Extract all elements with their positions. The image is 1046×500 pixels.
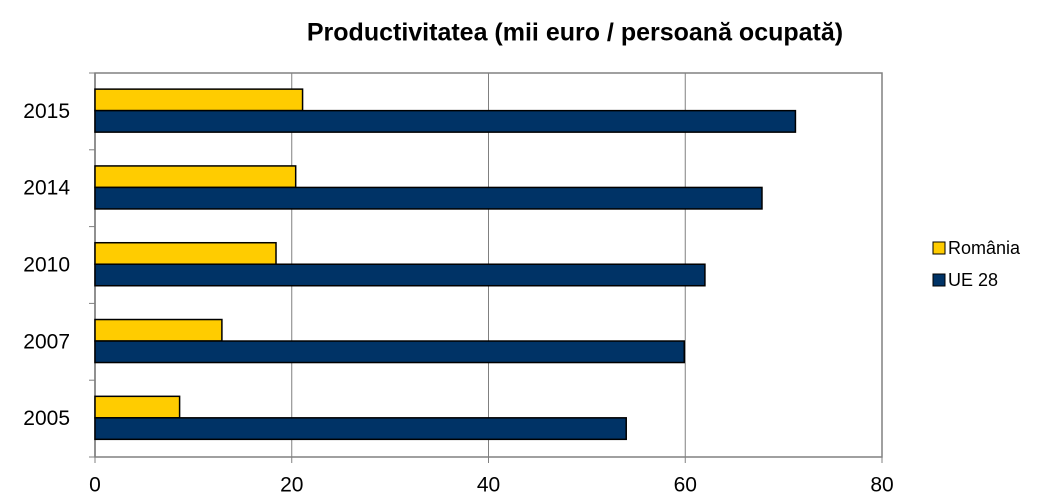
legend-swatch bbox=[932, 273, 946, 287]
y-tick-label: 2005 bbox=[23, 407, 70, 430]
y-tick-label: 2014 bbox=[23, 177, 70, 200]
bar bbox=[94, 318, 223, 342]
x-tick-label: 80 bbox=[870, 474, 893, 497]
legend-label: România bbox=[948, 238, 1021, 258]
x-tick-label: 40 bbox=[477, 474, 500, 497]
bar bbox=[94, 395, 181, 419]
y-tick-label: 2007 bbox=[23, 330, 70, 353]
y-tick-label: 2010 bbox=[23, 254, 70, 277]
bar bbox=[94, 340, 686, 364]
chart-title: Productivitatea (mii euro / persoană ocu… bbox=[307, 19, 843, 47]
x-tick-label: 60 bbox=[674, 474, 697, 497]
bar bbox=[94, 263, 706, 287]
y-tick-label: 2015 bbox=[23, 100, 70, 123]
bar bbox=[94, 88, 304, 112]
x-tick-label: 0 bbox=[89, 474, 101, 497]
legend-label: UE 28 bbox=[948, 270, 998, 290]
x-tick-label: 20 bbox=[280, 474, 303, 497]
legend-swatch bbox=[932, 241, 946, 255]
bar bbox=[94, 109, 797, 133]
bar bbox=[94, 417, 627, 441]
bar bbox=[94, 241, 277, 265]
bar bbox=[94, 165, 297, 189]
bar bbox=[94, 186, 763, 210]
